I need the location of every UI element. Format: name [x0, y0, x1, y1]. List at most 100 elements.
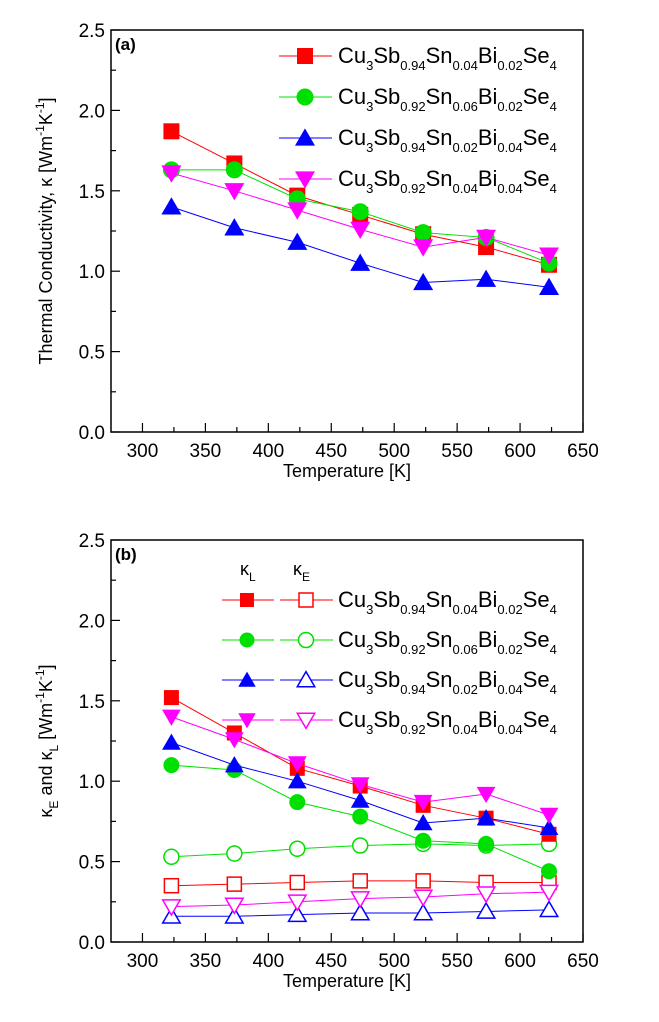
- kappa-l-point: [350, 791, 370, 808]
- kappa-l-point: [224, 732, 244, 749]
- x-tick-label: 450: [315, 951, 347, 972]
- x-tick-label: 600: [504, 441, 536, 462]
- kappa-e-point: [163, 848, 180, 866]
- series-3: [161, 165, 560, 265]
- x-tick-label: 300: [127, 441, 159, 462]
- x-tick-label: 500: [378, 441, 410, 462]
- y-tick-label: 2.5: [79, 21, 105, 42]
- legend-marker-kl: [238, 713, 256, 729]
- x-tick-label: 400: [252, 951, 284, 972]
- legend-label: Cu3Sb0.94Sn0.02Bi0.04Se4: [338, 667, 557, 697]
- legend-label: Cu3Sb0.92Sn0.06Bi0.02Se4: [338, 627, 557, 657]
- data-point: [224, 218, 245, 236]
- legend-marker-ke: [295, 712, 317, 730]
- x-tick-label: 500: [378, 951, 410, 972]
- y-tick-label: 0.0: [79, 933, 105, 954]
- data-point: [413, 272, 434, 291]
- data-point: [413, 239, 434, 257]
- y-tick-label: 1.0: [79, 262, 105, 283]
- x-tick-label: 300: [127, 951, 159, 972]
- kappa-e-point: [224, 906, 245, 924]
- kappa-e-point: [476, 901, 497, 919]
- legend-label: Cu3Sb0.92Sn0.06Bi0.02Se4: [338, 84, 557, 114]
- y-tick-label: 1.5: [79, 182, 105, 203]
- kappa-e-point: [413, 889, 434, 907]
- x-tick-label: 450: [315, 441, 347, 462]
- kappa-l-point: [352, 808, 369, 825]
- kappa-e-point: [351, 837, 369, 854]
- x-tick-label: 350: [190, 441, 222, 462]
- y-tick-label: 0.5: [79, 853, 105, 874]
- x-axis-label: Temperature [K]: [283, 461, 411, 481]
- x-tick-label: 400: [252, 441, 284, 462]
- kappa-e-point: [287, 904, 308, 923]
- y-tick-label: 1.5: [79, 692, 105, 713]
- series-kl-1: [163, 757, 558, 880]
- legend-label: Cu3Sb0.94Sn0.02Bi0.04Se4: [338, 125, 557, 155]
- series-kl-3: [162, 709, 559, 824]
- legend-marker-kl: [239, 632, 255, 648]
- kappa-e-point: [538, 884, 560, 903]
- data-point: [414, 224, 432, 242]
- data-point: [163, 123, 180, 140]
- kappa-l-point: [413, 794, 433, 812]
- kappa-e-point: [476, 886, 497, 904]
- kappa-e-point: [161, 899, 182, 917]
- data-point: [539, 247, 560, 265]
- kappa-e-point: [352, 873, 368, 889]
- legend-marker-ke: [297, 631, 315, 649]
- y-tick-label: 0.5: [79, 343, 105, 364]
- kappa-l-point: [539, 807, 559, 824]
- kappa-l-point: [476, 809, 496, 826]
- legend-header-kl: κL: [240, 559, 256, 584]
- series-kl-2: [162, 733, 559, 836]
- y-axis-label: Thermal Conductivity, κ [Wm-1K-1]: [33, 97, 56, 364]
- kappa-l-point: [413, 814, 433, 831]
- legend-marker: [297, 48, 313, 64]
- kappa-e-point: [289, 840, 306, 857]
- legend-marker-ke: [298, 592, 314, 608]
- x-tick-label: 550: [441, 951, 473, 972]
- kappa-e-point: [413, 903, 434, 921]
- legend: Cu3Sb0.94Sn0.04Bi0.02Se4 Cu3Sb0.92Sn0.06B…: [279, 43, 557, 196]
- panel-label: (a): [115, 35, 136, 54]
- legend-label: Cu3Sb0.92Sn0.04Bi0.04Se4: [338, 166, 557, 196]
- kappa-l-point: [287, 772, 307, 789]
- kappa-l-point: [162, 709, 181, 726]
- chart-panel-a: 300 350 400 450 500 550 600 650 0.0 0.5 1.0 1.5 2.0 2…: [33, 21, 599, 481]
- kappa-e-point: [226, 876, 243, 892]
- x-axis-label: Temperature [K]: [283, 971, 411, 991]
- kappa-l-point: [541, 863, 558, 880]
- legend-label: Cu3Sb0.92Sn0.04Bi0.04Se4: [338, 707, 557, 737]
- x-tick-label: 650: [567, 951, 599, 972]
- kappa-l-point: [289, 794, 306, 811]
- legend-marker-kl: [240, 593, 254, 607]
- legend-marker: [295, 171, 315, 189]
- kappa-l-point: [287, 756, 307, 773]
- y-tick-label: 1.0: [79, 772, 105, 793]
- data-point: [539, 277, 560, 295]
- legend-marker-ke: [295, 670, 317, 688]
- legend-marker: [296, 88, 314, 106]
- data-point: [225, 161, 243, 179]
- series-3: [161, 884, 560, 917]
- legend-label: Cu3Sb0.94Sn0.04Bi0.02Se4: [338, 587, 557, 617]
- kappa-e-point: [350, 891, 371, 909]
- kappa-l-point: [476, 786, 496, 804]
- data-point: [161, 197, 182, 215]
- kappa-e-point: [415, 873, 431, 889]
- kappa-e-point: [289, 874, 306, 891]
- x-tick-label: 650: [567, 441, 599, 462]
- data-point: [351, 203, 369, 221]
- data-point: [350, 221, 371, 239]
- x-tick-label: 350: [190, 951, 222, 972]
- legend-marker: [295, 128, 315, 146]
- data-point: [350, 253, 371, 271]
- y-axis-label: κE and κL [Wm-1K-1]: [33, 664, 61, 817]
- series-2: [161, 899, 560, 924]
- y-tick-label: 2.0: [79, 101, 105, 122]
- x-tick-label: 550: [441, 441, 473, 462]
- y-tick-label: 0.0: [79, 423, 105, 444]
- panel-label: (b): [115, 545, 137, 564]
- data-point: [161, 165, 182, 183]
